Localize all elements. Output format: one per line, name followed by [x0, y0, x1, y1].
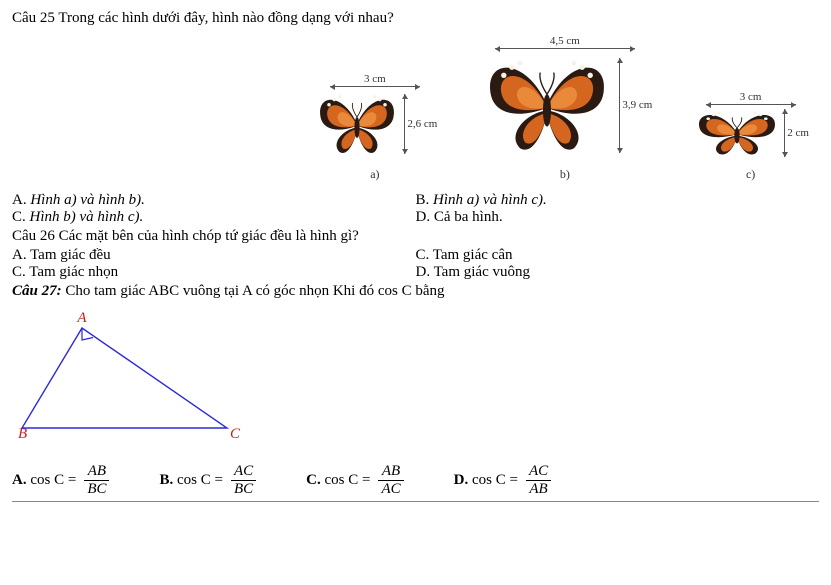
q26-prompt: Câu 26 Các mặt bên của hình chóp tứ giác… — [12, 228, 819, 245]
figure-b: 4,5 cm — [477, 35, 652, 182]
figure-b-height: 3,9 cm — [622, 99, 652, 111]
q26-options-row1: A. Tam giác đều C. Tam giác cân — [12, 247, 819, 264]
q25-opt-D: Cả ba hình. — [434, 209, 503, 225]
butterfly-a — [312, 89, 402, 159]
figure-a-height: 2,6 cm — [407, 118, 437, 130]
q27-opt-D: D. cos C = ACAB — [454, 463, 551, 497]
q25-opt-C: Hình b) và hình c). — [30, 209, 144, 225]
q27-prompt-prefix: Câu 27: — [12, 283, 62, 299]
butterfly-c — [692, 107, 782, 159]
figure-c-label: c) — [746, 167, 755, 182]
triangle-B-label: B — [18, 426, 27, 440]
q27-options: A. cos C = ABBC B. cos C = ACBC C. cos C… — [12, 463, 819, 502]
q25-prompt: Câu 25 Trong các hình dưới đây, hình nào… — [12, 10, 819, 27]
triangle-A-label: A — [76, 310, 87, 326]
q27-opt-C: C. cos C = ABAC — [306, 463, 403, 497]
q27-prompt-rest: Cho tam giác ABC vuông tại A có góc nhọn… — [62, 283, 445, 299]
figure-b-width: 4,5 cm — [495, 35, 635, 47]
q26-options-row2: C. Tam giác nhọn D. Tam giác vuông — [12, 264, 819, 281]
q27-opt-A: A. cos C = ABBC — [12, 463, 109, 497]
q26-opt-A: Tam giác đều — [30, 247, 111, 263]
q27-triangle: A B C — [12, 310, 819, 445]
q25-opt-A: Hình a) và hình b). — [30, 192, 145, 208]
q26-opt-C-top: Tam giác cân — [433, 247, 513, 263]
figure-b-label: b) — [560, 167, 570, 182]
figure-c-width: 3 cm — [706, 91, 796, 103]
q27-opt-B: B. cos C = ACBC — [159, 463, 256, 497]
q25-opt-B: Hình a) và hình c). — [433, 192, 547, 208]
q26-opt-C-bot: Tam giác nhọn — [29, 264, 118, 280]
figure-a: 3 cm — [312, 73, 437, 182]
figure-c-height: 2 cm — [787, 127, 809, 139]
q25-figure: 3 cm — [12, 31, 819, 182]
triangle-C-label: C — [230, 426, 241, 440]
butterfly-b — [477, 51, 617, 159]
figure-c: 3 cm — [692, 91, 809, 182]
q27-prompt: Câu 27: Cho tam giác ABC vuông tại A có … — [12, 283, 819, 300]
q25-options-row1: A. Hình a) và hình b). B. Hình a) và hìn… — [12, 192, 819, 209]
figure-a-width: 3 cm — [330, 73, 420, 85]
q26-opt-D: Tam giác vuông — [434, 264, 530, 280]
q25-options-row2: C. Hình b) và hình c). D. Cả ba hình. — [12, 209, 819, 226]
figure-a-label: a) — [370, 167, 379, 182]
